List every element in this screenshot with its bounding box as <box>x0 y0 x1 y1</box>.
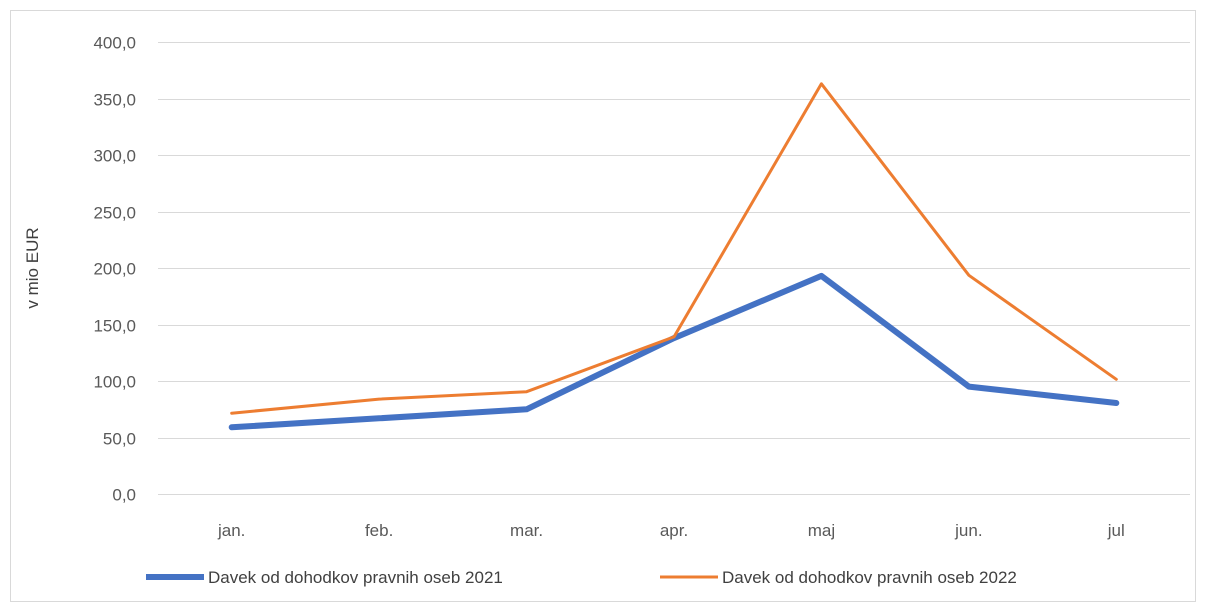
y-tick-label: 100,0 <box>93 373 136 392</box>
y-tick-label: 300,0 <box>93 147 136 166</box>
x-tick-label: apr. <box>660 521 688 540</box>
x-tick-label: feb. <box>365 521 393 540</box>
y-tick-label: 350,0 <box>93 91 136 110</box>
x-tick-label: maj <box>808 521 835 540</box>
x-tick-label: mar. <box>510 521 543 540</box>
y-tick-label: 50,0 <box>103 430 136 449</box>
y-tick-label: 150,0 <box>93 317 136 336</box>
x-tick-label: jan. <box>217 521 245 540</box>
y-axis-title: v mio EUR <box>23 227 42 308</box>
y-tick-label: 250,0 <box>93 204 136 223</box>
x-tick-label: jun. <box>954 521 982 540</box>
legend-label: Davek od dohodkov pravnih oseb 2021 <box>208 568 503 587</box>
legend-label: Davek od dohodkov pravnih oseb 2022 <box>722 568 1017 587</box>
y-tick-label: 0,0 <box>112 486 136 505</box>
y-tick-label: 400,0 <box>93 34 136 53</box>
y-tick-label: 200,0 <box>93 260 136 279</box>
x-tick-label: jul <box>1107 521 1125 540</box>
